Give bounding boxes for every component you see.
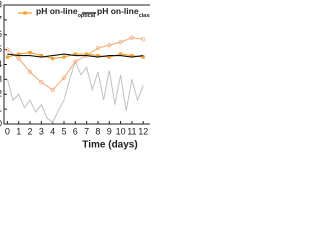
- x-tick-label: 8: [95, 126, 100, 136]
- chart: Time (days) 0123456780123456789101112pH …: [0, 0, 150, 150]
- legend-label: pH on-lineoptical: [36, 6, 96, 19]
- y-tick-label: 7: [0, 14, 2, 24]
- x-tick-label: 9: [107, 126, 112, 136]
- x-tick-label: 3: [39, 126, 44, 136]
- point: [39, 53, 43, 58]
- x-tick-label: 10: [116, 126, 126, 136]
- point: [130, 53, 134, 58]
- point: [73, 59, 78, 64]
- point: [5, 55, 9, 59]
- series-line: [7, 53, 144, 58]
- y-tick-label: 3: [0, 74, 2, 84]
- point: [107, 42, 112, 48]
- legend-name: pH on-line: [36, 6, 78, 16]
- x-axis-label: Time (days): [82, 140, 137, 150]
- series-line: [7, 37, 144, 91]
- x-tick-label: 0: [5, 126, 10, 136]
- y-tick-label: 4: [0, 59, 2, 69]
- point: [50, 87, 55, 92]
- x-tick-label: 6: [73, 126, 78, 136]
- x-tick-label: 5: [61, 126, 66, 136]
- legend-label: pH on-lineclassical: [97, 6, 150, 19]
- point: [96, 53, 100, 58]
- legend-name: pH on-line: [97, 6, 139, 16]
- x-tick-label: 2: [28, 126, 33, 136]
- x-tick-label: 1: [16, 126, 21, 136]
- point: [118, 39, 123, 45]
- y-tick-label: 6: [0, 29, 2, 39]
- legend-marker: [23, 11, 27, 15]
- point: [61, 75, 67, 81]
- point: [62, 55, 66, 59]
- point: [51, 56, 55, 61]
- legend-subscript: optical: [78, 13, 96, 19]
- point: [95, 45, 101, 51]
- point: [141, 37, 146, 42]
- x-tick-label: 11: [127, 126, 136, 136]
- point: [5, 47, 10, 52]
- point: [39, 80, 44, 85]
- y-tick-label: 0: [0, 118, 2, 128]
- point: [141, 55, 145, 59]
- point: [118, 52, 123, 56]
- y-tick-label: 1: [0, 104, 2, 114]
- point: [27, 69, 33, 75]
- x-tick-label: 12: [138, 126, 148, 136]
- point: [85, 52, 89, 56]
- x-tick-label: 7: [84, 126, 89, 136]
- point: [73, 52, 77, 56]
- point: [16, 56, 21, 61]
- y-tick-label: 5: [0, 44, 2, 54]
- x-tick-label: 4: [50, 126, 55, 136]
- point: [107, 55, 111, 59]
- point: [28, 51, 32, 55]
- point: [17, 52, 21, 56]
- legend-subscript: classical: [139, 13, 150, 19]
- point: [129, 35, 135, 40]
- y-tick-label: 8: [0, 0, 2, 9]
- y-tick-label: 2: [0, 89, 2, 99]
- series-line: [6, 60, 144, 124]
